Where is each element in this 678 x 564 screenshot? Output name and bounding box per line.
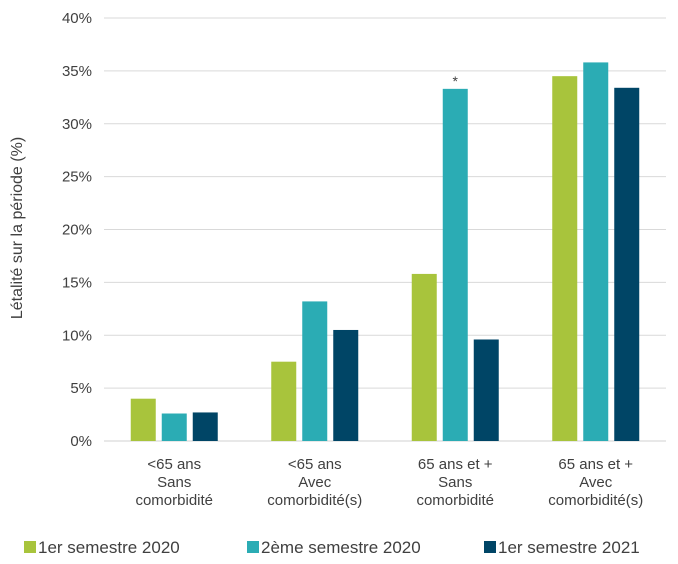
- y-tick-label: 20%: [62, 222, 92, 239]
- legend-swatch: [24, 541, 36, 553]
- bar: [614, 87, 640, 442]
- y-tick-label: 25%: [62, 169, 92, 186]
- legend-swatch: [484, 541, 496, 553]
- legend-item: 1er semestre 2021: [484, 538, 640, 557]
- y-tick-label: 10%: [62, 327, 92, 344]
- legend: 1er semestre 2020 2ème semestre 2020 1er s…: [24, 538, 640, 557]
- bar: [333, 329, 359, 441]
- x-category-label: 65 ans et + Sans comorbidité: [416, 456, 494, 509]
- y-tick-label: 0%: [70, 433, 92, 450]
- bar: [161, 413, 187, 441]
- bar: [302, 301, 328, 441]
- x-category-label: 65 ans et + Avec comorbidité(s): [548, 456, 643, 509]
- bar: [130, 398, 156, 441]
- bar: [411, 273, 437, 441]
- bar: [552, 76, 578, 441]
- legend-item: 1er semestre 2020: [24, 538, 180, 557]
- y-tick-label: 40%: [62, 10, 92, 27]
- y-axis-title: Létalité sur la période (%): [9, 137, 26, 319]
- y-tick-label: 5%: [70, 380, 92, 397]
- bar-annotation: *: [453, 73, 459, 89]
- gridlines: [104, 17, 666, 442]
- y-tick-label: 35%: [62, 63, 92, 80]
- x-category-label: <65 ans Avec comorbidité(s): [267, 456, 362, 509]
- y-tick-label: 30%: [62, 116, 92, 133]
- annotations: *: [453, 73, 459, 89]
- bar: [442, 88, 468, 441]
- bar: [192, 412, 218, 441]
- y-axis-ticks: 0% 5% 10% 15% 20% 25% 30% 35% 40%: [62, 10, 92, 450]
- legend-swatch: [247, 541, 259, 553]
- legend-label: 1er semestre 2020: [38, 538, 180, 557]
- legend-label: 1er semestre 2021: [498, 538, 640, 557]
- bars: [130, 62, 640, 442]
- bar: [271, 361, 297, 441]
- y-tick-label: 15%: [62, 274, 92, 291]
- x-category-label: <65 ans Sans comorbidité: [135, 456, 213, 509]
- legend-item: 2ème semestre 2020: [247, 538, 421, 557]
- legend-label: 2ème semestre 2020: [261, 538, 421, 557]
- bar: [583, 62, 609, 441]
- bar: [473, 339, 499, 441]
- x-axis-categories: <65 ans Sans comorbidité <65 ans Avec comorbi…: [135, 456, 643, 509]
